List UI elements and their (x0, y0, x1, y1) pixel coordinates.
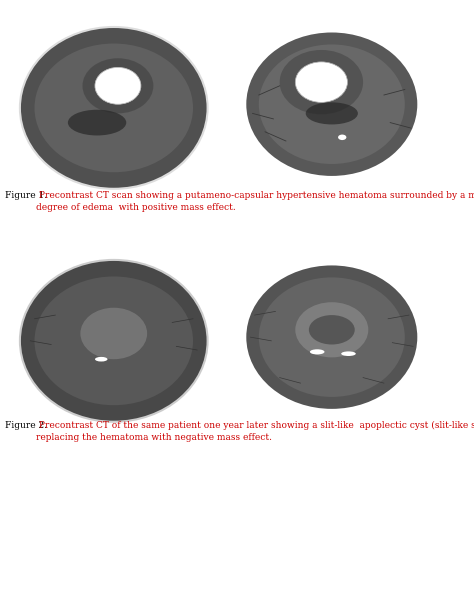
Ellipse shape (341, 351, 356, 356)
Ellipse shape (35, 276, 193, 405)
Ellipse shape (295, 62, 347, 102)
Ellipse shape (81, 308, 147, 359)
Ellipse shape (306, 102, 358, 124)
Ellipse shape (338, 134, 346, 140)
Ellipse shape (295, 62, 347, 102)
Text: Figure 2.: Figure 2. (5, 421, 47, 430)
Text: Precontrast CT of the same patient one year later showing a slit-like  apoplecti: Precontrast CT of the same patient one y… (36, 421, 474, 442)
Ellipse shape (68, 110, 126, 135)
Ellipse shape (95, 357, 108, 362)
Ellipse shape (233, 20, 431, 189)
Ellipse shape (95, 67, 141, 104)
Ellipse shape (95, 67, 141, 104)
Ellipse shape (82, 58, 154, 113)
Ellipse shape (35, 44, 193, 172)
Ellipse shape (309, 315, 355, 345)
Ellipse shape (246, 265, 417, 409)
Ellipse shape (310, 349, 325, 354)
Ellipse shape (20, 27, 208, 189)
Ellipse shape (295, 302, 368, 357)
Ellipse shape (280, 50, 363, 114)
Ellipse shape (246, 32, 417, 176)
Text: Figure 1.: Figure 1. (5, 191, 47, 200)
Ellipse shape (233, 253, 431, 422)
Ellipse shape (259, 277, 405, 397)
Text: Precontrast CT scan showing a putameno-capsular hypertensive hematoma surrounded: Precontrast CT scan showing a putameno-c… (36, 191, 474, 212)
Ellipse shape (259, 44, 405, 164)
Ellipse shape (20, 260, 208, 422)
